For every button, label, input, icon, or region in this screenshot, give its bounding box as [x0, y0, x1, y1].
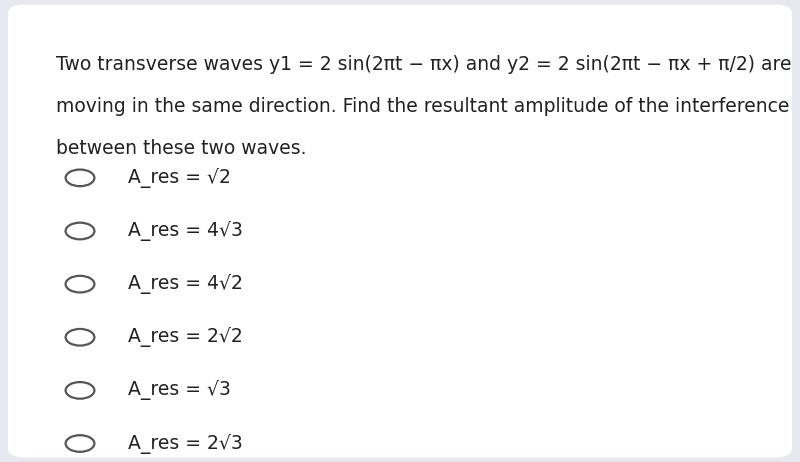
- Text: between these two waves.: between these two waves.: [56, 139, 306, 158]
- FancyBboxPatch shape: [8, 5, 792, 457]
- Text: A_res = 2√2: A_res = 2√2: [128, 327, 242, 347]
- Text: Two transverse waves y1 = 2 sin(2πt − πx) and y2 = 2 sin(2πt − πx + π/2) are: Two transverse waves y1 = 2 sin(2πt − πx…: [56, 55, 791, 74]
- Text: A_res = 4√2: A_res = 4√2: [128, 274, 243, 294]
- Text: A_res = 4√3: A_res = 4√3: [128, 221, 243, 241]
- Text: moving in the same direction. Find the resultant amplitude of the interference: moving in the same direction. Find the r…: [56, 97, 790, 116]
- Text: A_res = √2: A_res = √2: [128, 168, 231, 188]
- Text: A_res = 2√3: A_res = 2√3: [128, 433, 242, 454]
- Text: A_res = √3: A_res = √3: [128, 380, 231, 401]
